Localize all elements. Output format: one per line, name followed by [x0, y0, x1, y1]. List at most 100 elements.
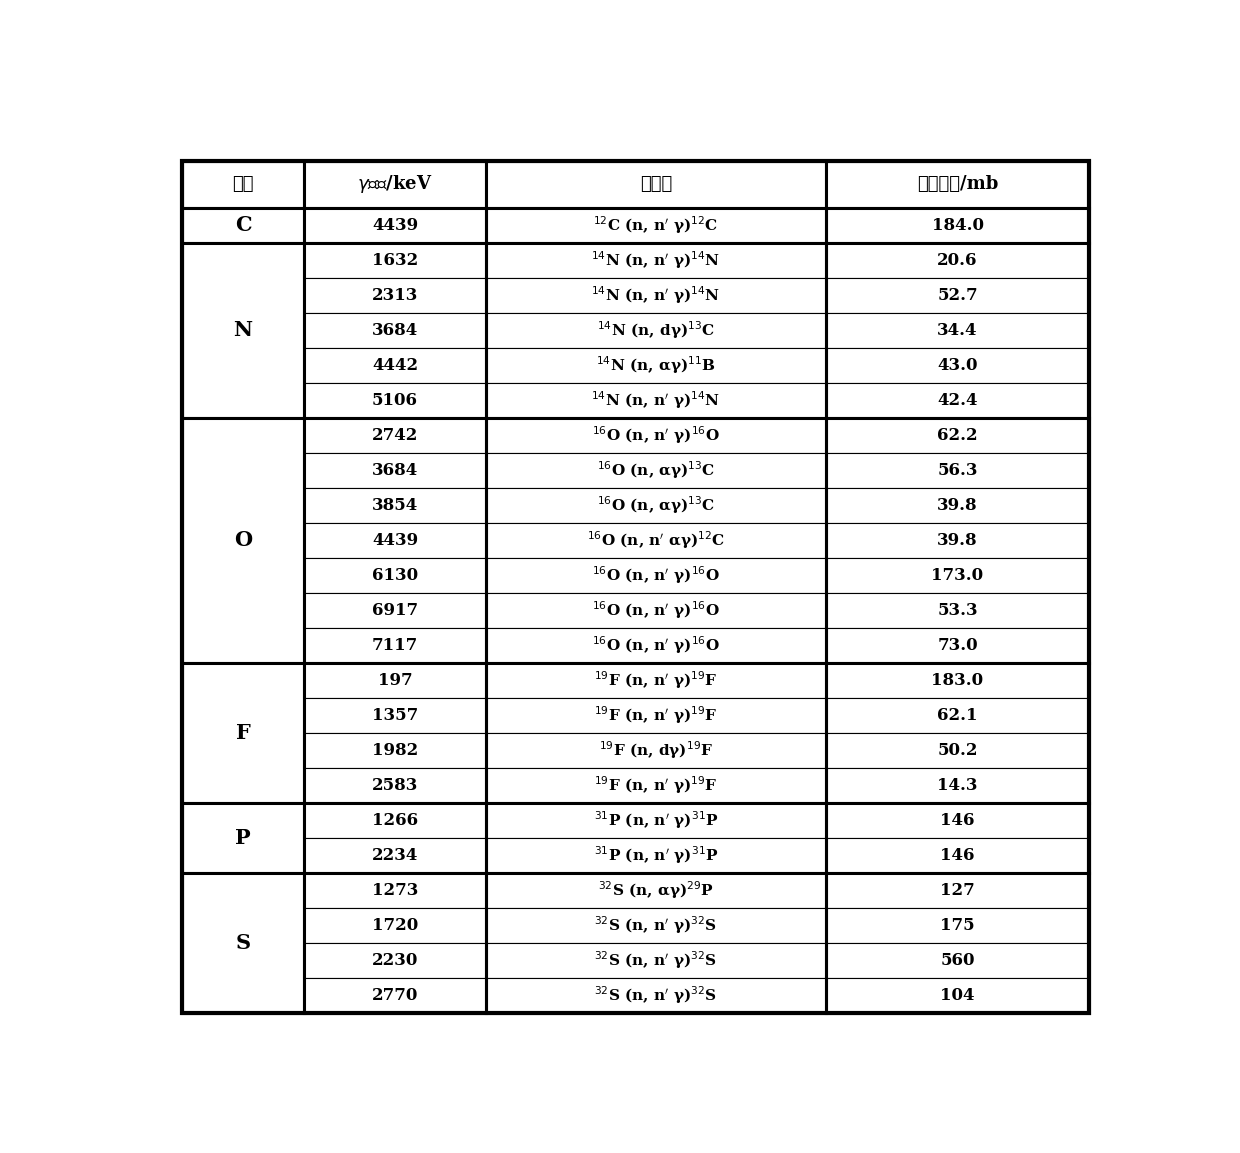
- Bar: [486, 453, 826, 488]
- Text: 42.4: 42.4: [937, 392, 978, 409]
- Bar: [304, 278, 486, 312]
- Text: $^{12}$C (n, n$'$ γ)$^{12}$C: $^{12}$C (n, n$'$ γ)$^{12}$C: [593, 214, 719, 236]
- Text: 2230: 2230: [372, 952, 418, 969]
- Text: 2234: 2234: [372, 846, 418, 864]
- Text: 3684: 3684: [372, 462, 418, 478]
- Text: 6917: 6917: [372, 602, 418, 619]
- Bar: [486, 663, 826, 698]
- Bar: [826, 278, 1089, 312]
- Text: $^{16}$O (n, αγ)$^{13}$C: $^{16}$O (n, αγ)$^{13}$C: [596, 495, 715, 517]
- Text: 50.2: 50.2: [937, 741, 978, 759]
- Bar: [304, 243, 486, 417]
- Bar: [826, 453, 1089, 488]
- Text: $^{14}$N (n, n$'$ γ)$^{14}$N: $^{14}$N (n, n$'$ γ)$^{14}$N: [591, 285, 720, 307]
- Text: O: O: [234, 530, 252, 550]
- Text: 2313: 2313: [372, 287, 418, 304]
- Text: P: P: [236, 828, 250, 847]
- Bar: [826, 873, 1089, 907]
- Bar: [304, 802, 486, 838]
- Bar: [486, 160, 826, 208]
- Text: 3854: 3854: [372, 497, 418, 514]
- Bar: [486, 593, 826, 628]
- Text: 560: 560: [940, 952, 975, 969]
- Bar: [486, 628, 826, 663]
- Bar: [486, 522, 826, 558]
- Bar: [486, 383, 826, 417]
- Bar: [826, 802, 1089, 838]
- Bar: [486, 417, 826, 663]
- Text: 1982: 1982: [372, 741, 418, 759]
- Text: 6130: 6130: [372, 567, 418, 583]
- Bar: [304, 417, 486, 453]
- Bar: [304, 873, 486, 1012]
- Bar: [826, 768, 1089, 802]
- Bar: [304, 768, 486, 802]
- Bar: [826, 698, 1089, 733]
- Bar: [486, 558, 826, 593]
- Bar: [486, 907, 826, 943]
- Bar: [826, 243, 1089, 417]
- Text: 3684: 3684: [372, 322, 418, 339]
- Text: 2583: 2583: [372, 777, 418, 794]
- Text: 104: 104: [940, 987, 975, 1004]
- Bar: [486, 278, 826, 312]
- Text: 53.3: 53.3: [937, 602, 978, 619]
- Text: $^{16}$O (n, n$'$ γ)$^{16}$O: $^{16}$O (n, n$'$ γ)$^{16}$O: [591, 600, 719, 621]
- Bar: [826, 663, 1089, 698]
- Bar: [826, 943, 1089, 978]
- Text: 7117: 7117: [372, 636, 418, 654]
- Bar: [486, 417, 826, 453]
- Bar: [304, 838, 486, 873]
- Bar: [826, 348, 1089, 383]
- Bar: [826, 417, 1089, 453]
- Text: 127: 127: [940, 882, 975, 899]
- Bar: [304, 628, 486, 663]
- Text: 2742: 2742: [372, 427, 418, 444]
- Bar: [486, 978, 826, 1012]
- Text: 14.3: 14.3: [937, 777, 978, 794]
- Bar: [486, 802, 826, 838]
- Text: $^{31}$P (n, n$'$ γ)$^{31}$P: $^{31}$P (n, n$'$ γ)$^{31}$P: [594, 844, 718, 866]
- Bar: [304, 943, 486, 978]
- Bar: [486, 208, 826, 243]
- Text: $^{14}$N (n, αγ)$^{11}$B: $^{14}$N (n, αγ)$^{11}$B: [596, 354, 715, 376]
- Text: 反应式: 反应式: [640, 175, 672, 194]
- Bar: [826, 243, 1089, 278]
- Text: 62.1: 62.1: [937, 707, 978, 724]
- Text: 1273: 1273: [372, 882, 418, 899]
- Text: $^{16}$O (n, αγ)$^{13}$C: $^{16}$O (n, αγ)$^{13}$C: [596, 460, 715, 481]
- Bar: [826, 978, 1089, 1012]
- Text: S: S: [236, 933, 250, 952]
- Text: 34.4: 34.4: [937, 322, 978, 339]
- Text: N: N: [233, 321, 253, 340]
- Bar: [182, 802, 304, 873]
- Bar: [304, 873, 486, 907]
- Bar: [826, 488, 1089, 522]
- Text: 173.0: 173.0: [931, 567, 983, 583]
- Bar: [826, 208, 1089, 243]
- Bar: [304, 243, 486, 278]
- Bar: [486, 312, 826, 348]
- Text: $^{19}$F (n, n$'$ γ)$^{19}$F: $^{19}$F (n, n$'$ γ)$^{19}$F: [594, 775, 718, 797]
- Text: C: C: [234, 216, 252, 235]
- Bar: [486, 943, 826, 978]
- Bar: [826, 663, 1089, 802]
- Bar: [182, 873, 304, 1012]
- Text: 146: 146: [940, 812, 975, 829]
- Bar: [304, 417, 486, 663]
- Text: 1266: 1266: [372, 812, 418, 829]
- Text: $^{16}$O (n, n$'$ γ)$^{16}$O: $^{16}$O (n, n$'$ γ)$^{16}$O: [591, 424, 719, 446]
- Bar: [304, 733, 486, 768]
- Bar: [826, 802, 1089, 873]
- Bar: [826, 628, 1089, 663]
- Bar: [826, 312, 1089, 348]
- Bar: [826, 838, 1089, 873]
- Text: $^{14}$N (n, n$'$ γ)$^{14}$N: $^{14}$N (n, n$'$ γ)$^{14}$N: [591, 390, 720, 412]
- Text: $^{31}$P (n, n$'$ γ)$^{31}$P: $^{31}$P (n, n$'$ γ)$^{31}$P: [594, 809, 718, 831]
- Bar: [182, 243, 304, 417]
- Bar: [486, 348, 826, 383]
- Text: $^{14}$N (n, n$'$ γ)$^{14}$N: $^{14}$N (n, n$'$ γ)$^{14}$N: [591, 249, 720, 271]
- Bar: [826, 907, 1089, 943]
- Bar: [304, 488, 486, 522]
- Bar: [486, 873, 826, 1012]
